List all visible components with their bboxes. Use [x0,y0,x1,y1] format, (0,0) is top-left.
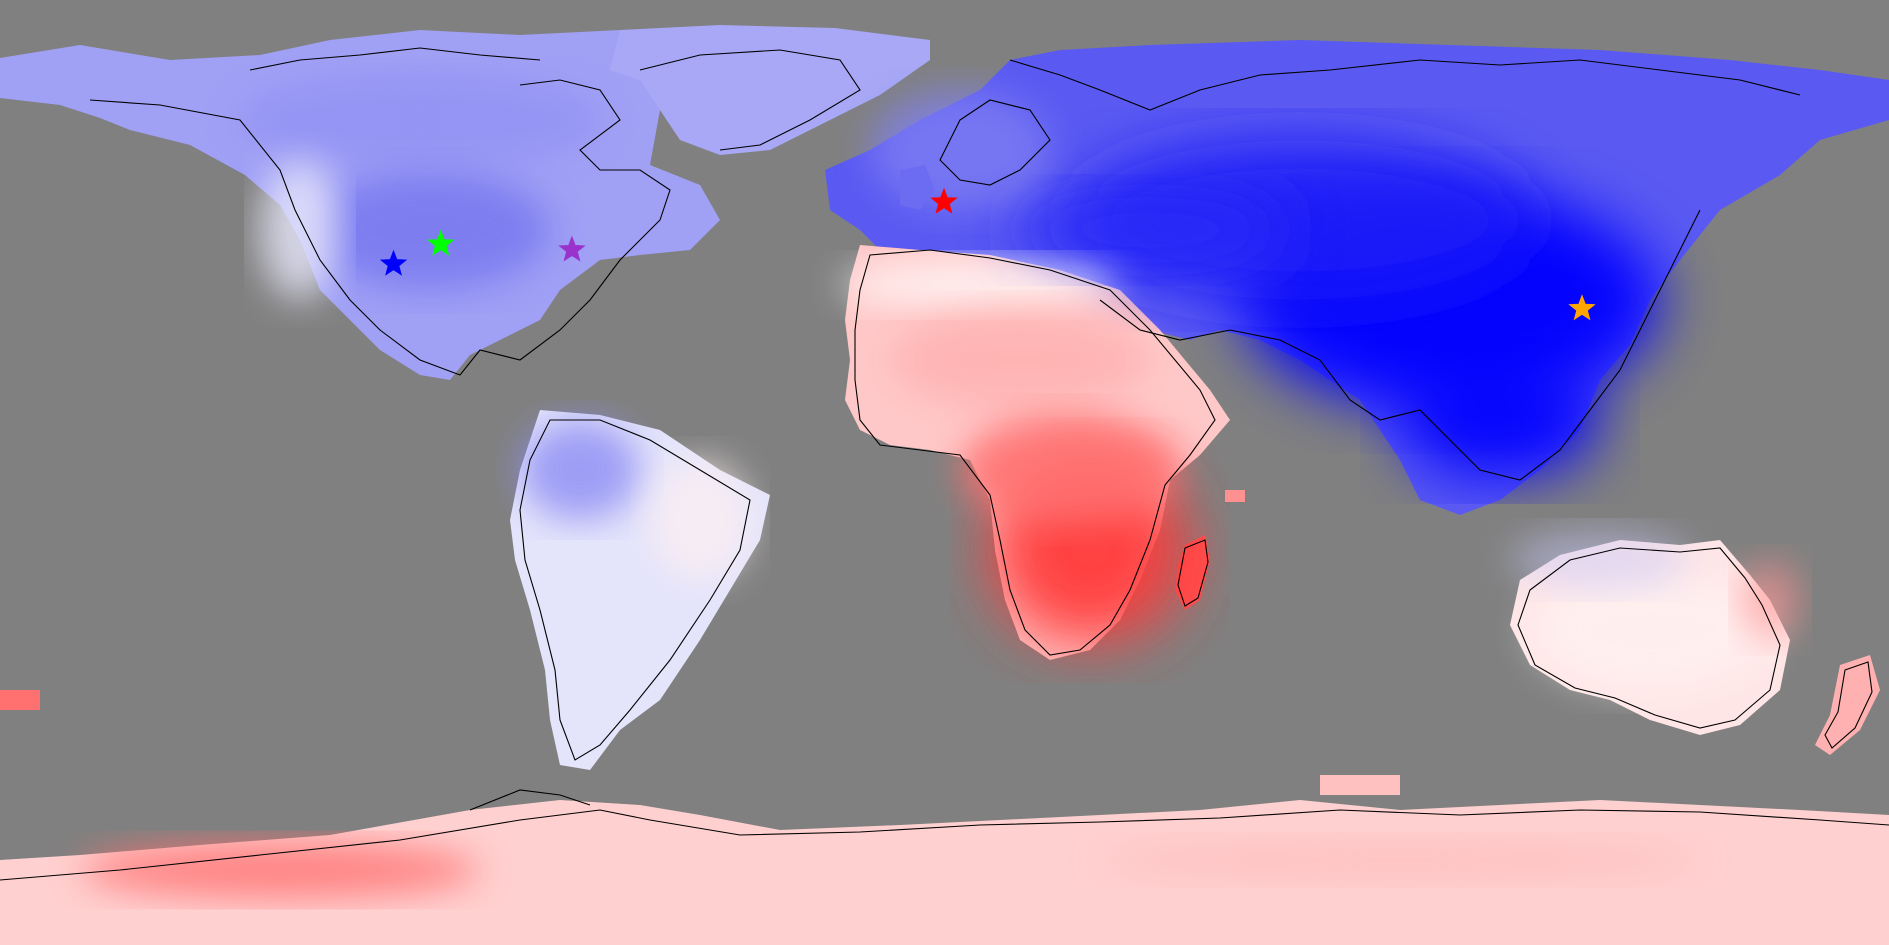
land-antarctica [0,800,1889,945]
island-blobs [0,165,1400,795]
purple-star [558,235,586,262]
green-star [427,229,455,256]
markers-layer [379,187,1596,321]
coastlines [0,47,1889,881]
field-overlays [80,75,1800,898]
blue-star [379,249,408,276]
red-star [930,187,958,214]
orange-star [1568,294,1596,321]
land-new-zealand [1815,655,1880,755]
